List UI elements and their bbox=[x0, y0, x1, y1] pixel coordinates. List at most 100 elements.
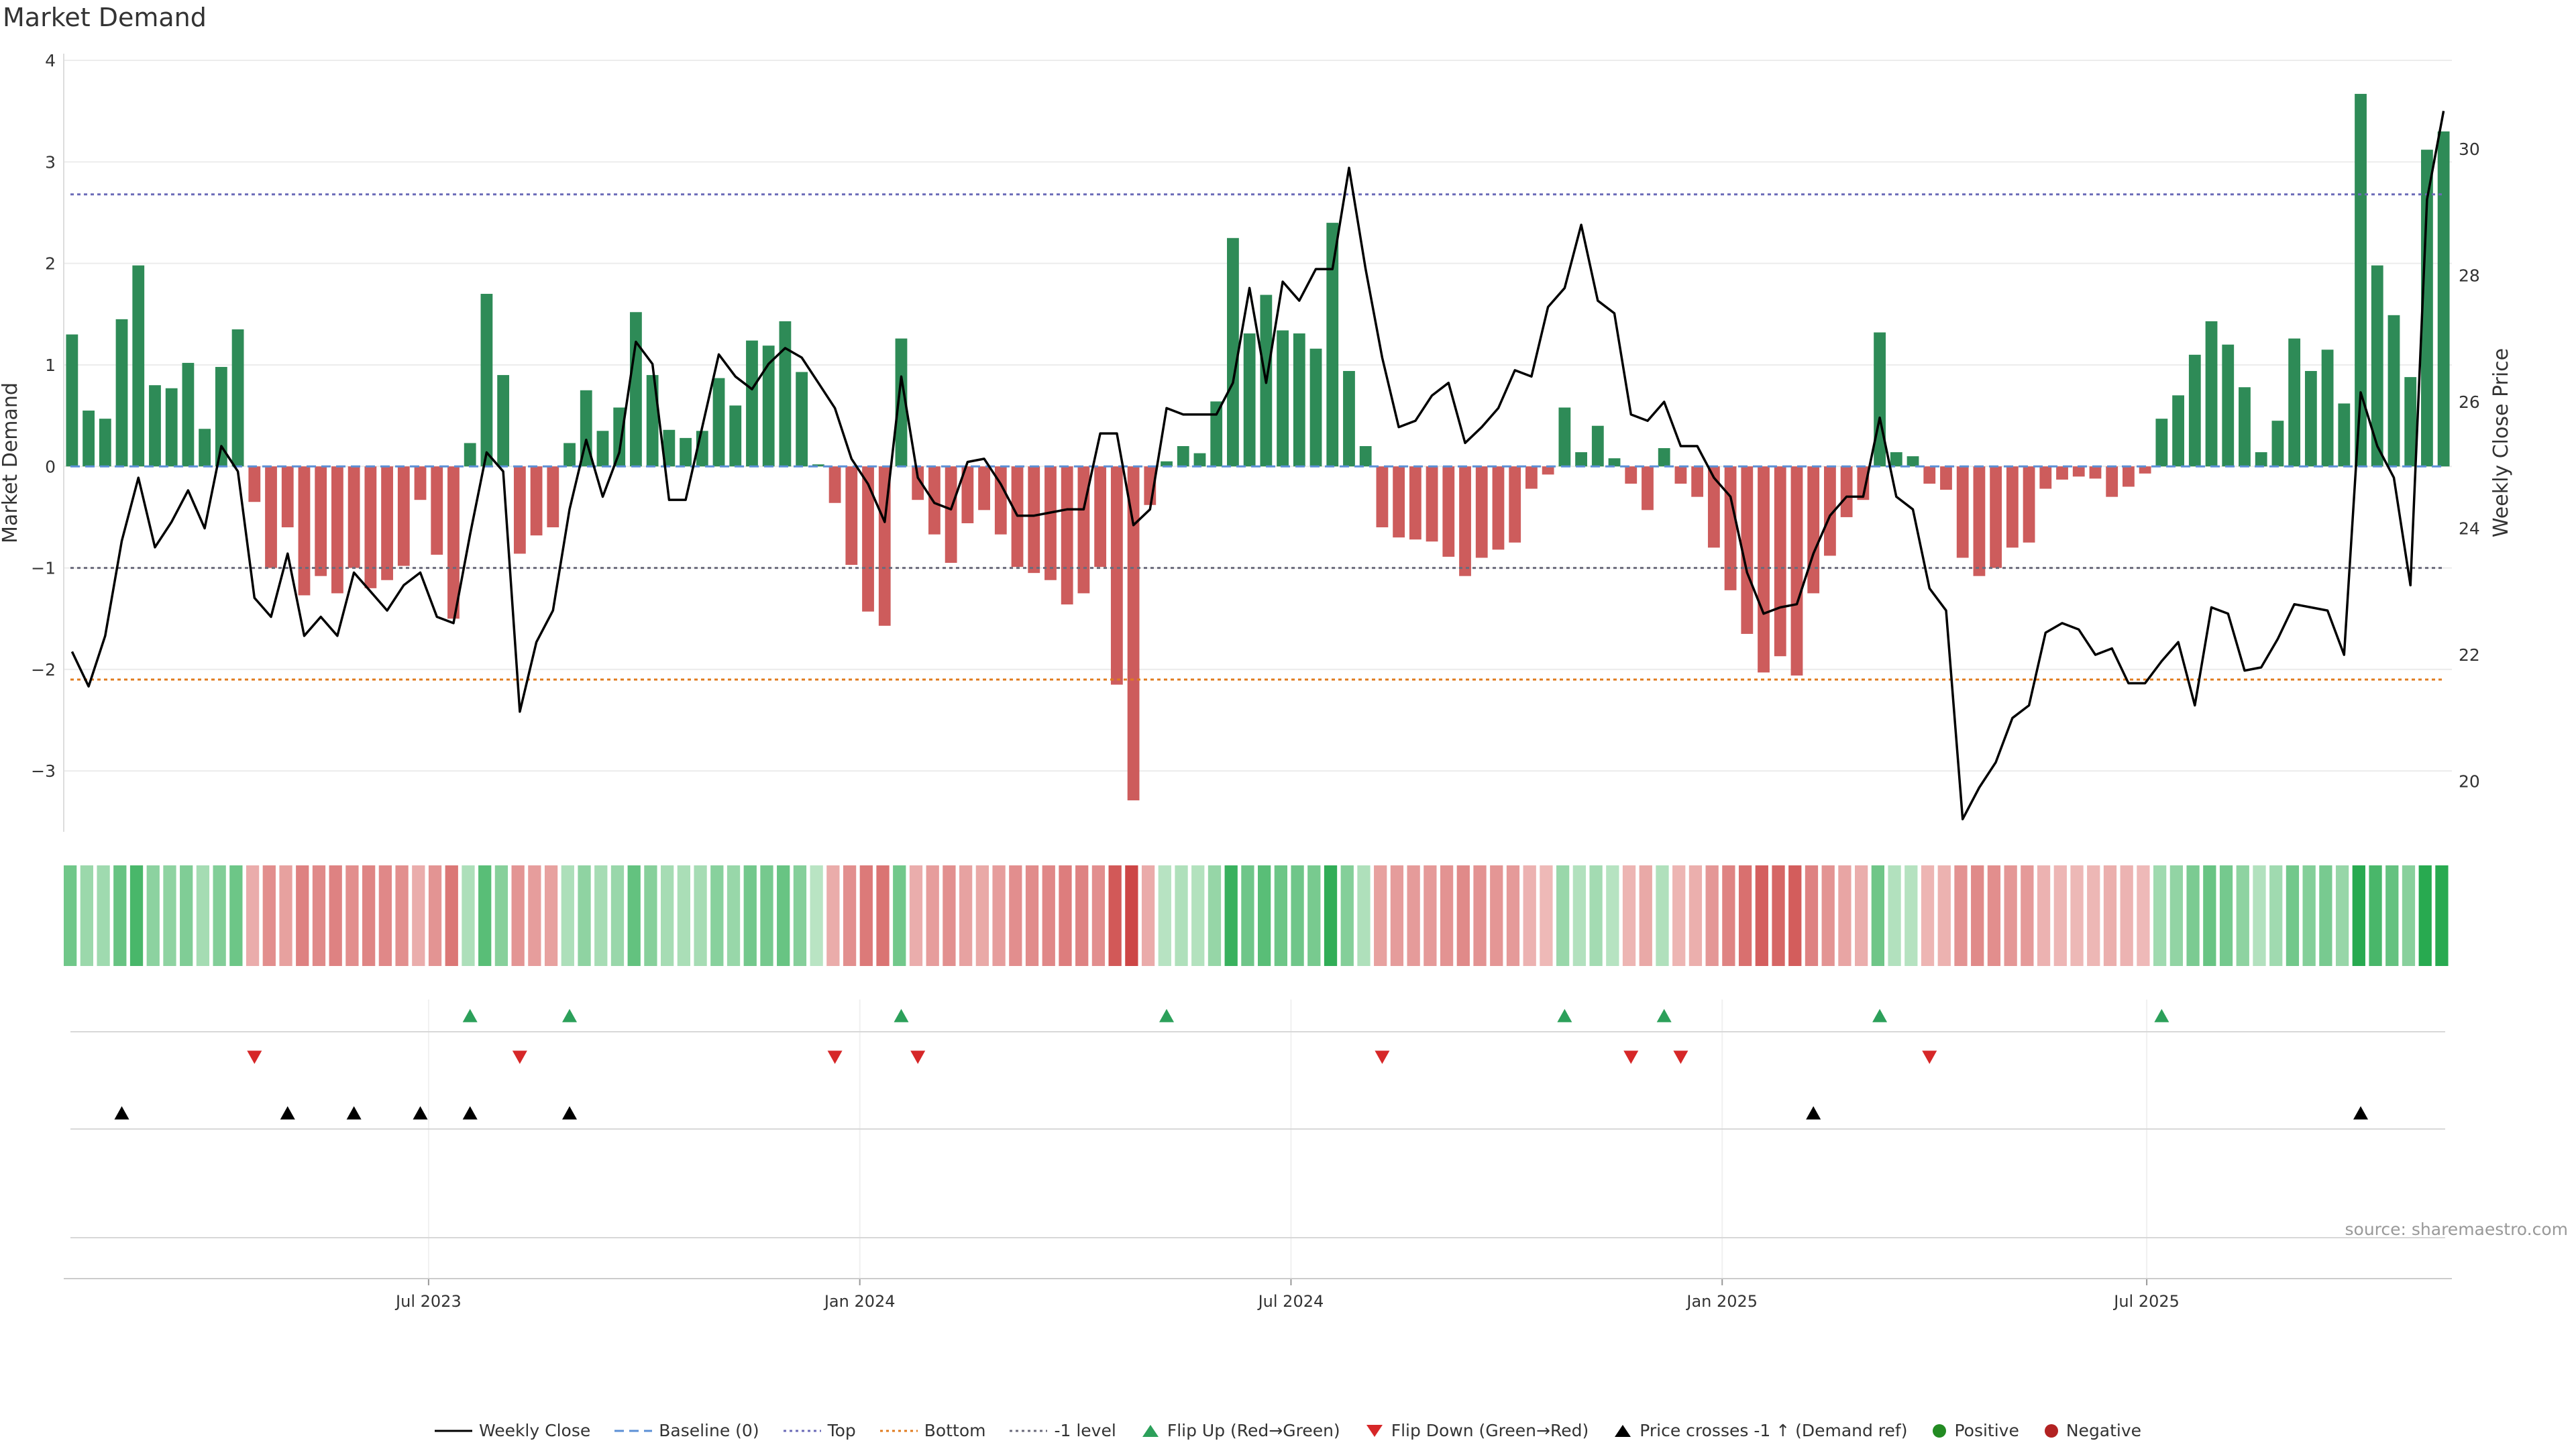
demand-bar bbox=[364, 466, 377, 588]
y-axis-label-left: Market Demand bbox=[0, 382, 22, 543]
price-cross-marker bbox=[280, 1106, 295, 1120]
flip-down-marker bbox=[827, 1051, 843, 1064]
price-cross-marker bbox=[462, 1106, 478, 1120]
demand-bar bbox=[2421, 150, 2433, 467]
flip-up-marker bbox=[1656, 1009, 1672, 1022]
heat-cell bbox=[1705, 865, 1719, 966]
heat-cell bbox=[2402, 865, 2416, 966]
demand-bar bbox=[1110, 466, 1123, 685]
heat-cell bbox=[2153, 865, 2167, 966]
y-tick-label-right: 26 bbox=[2459, 392, 2480, 412]
demand-bar bbox=[497, 375, 510, 467]
heat-cell bbox=[1407, 865, 1420, 966]
flip-up-marker bbox=[562, 1009, 578, 1022]
demand-bar bbox=[2188, 354, 2201, 467]
flip-down-marker bbox=[1673, 1051, 1688, 1064]
demand-bar bbox=[1890, 452, 1902, 467]
demand-bar bbox=[1227, 237, 1239, 467]
demand-bar bbox=[2387, 315, 2400, 467]
demand-bar bbox=[1774, 466, 1786, 657]
heat-cell bbox=[893, 865, 906, 966]
heat-cell bbox=[2169, 865, 2184, 966]
heat-cell bbox=[992, 865, 1006, 966]
demand-bar bbox=[1475, 466, 1488, 558]
demand-bar bbox=[414, 466, 427, 500]
heat-cell bbox=[279, 865, 292, 966]
demand-bar bbox=[828, 466, 841, 503]
demand-bar bbox=[1558, 407, 1571, 467]
heat-cell bbox=[2335, 865, 2349, 966]
demand-bar bbox=[1907, 456, 1919, 467]
flip-down-marker bbox=[1623, 1051, 1639, 1064]
heat-cell bbox=[1424, 865, 1437, 966]
x-tick-label: Jul 2024 bbox=[1257, 1292, 1324, 1311]
demand-bar bbox=[2271, 421, 2284, 467]
heat-cell bbox=[2236, 865, 2249, 966]
heat-cell bbox=[2269, 865, 2283, 966]
heat-cell bbox=[1904, 865, 1918, 966]
heat-cell bbox=[445, 865, 458, 966]
flip-up-marker bbox=[2154, 1009, 2169, 1022]
demand-bar bbox=[1857, 466, 1870, 500]
demand-bar bbox=[2321, 350, 2334, 467]
heat-cell bbox=[793, 865, 807, 966]
heat-cell bbox=[1987, 865, 2001, 966]
demand-bar bbox=[1343, 371, 1355, 467]
heat-cell bbox=[1208, 865, 1222, 966]
legend-label: Flip Down (Green→Red) bbox=[1391, 1421, 1589, 1440]
demand-bar bbox=[248, 466, 261, 502]
heat-cell bbox=[677, 865, 691, 966]
flip-up-marker bbox=[1557, 1009, 1572, 1022]
heat-cell bbox=[1954, 865, 1968, 966]
demand-bar bbox=[663, 429, 676, 467]
y-axis-label-right: Weekly Close Price bbox=[2489, 348, 2513, 537]
demand-bar bbox=[2304, 371, 2317, 467]
heat-cell bbox=[196, 865, 210, 966]
heat-cell bbox=[909, 865, 923, 966]
heat-cell bbox=[1888, 865, 1901, 966]
demand-bar bbox=[2089, 466, 2102, 479]
demand-bar bbox=[298, 466, 311, 596]
demand-bar bbox=[513, 466, 526, 554]
heat-cell bbox=[1025, 865, 1039, 966]
heat-cell bbox=[1672, 865, 1686, 966]
heat-cell bbox=[777, 865, 790, 966]
demand-bar bbox=[1044, 466, 1057, 580]
heat-cell bbox=[2286, 865, 2300, 966]
heat-cell bbox=[1042, 865, 1055, 966]
demand-bar bbox=[1177, 446, 1189, 467]
heat-cell bbox=[2319, 865, 2332, 966]
demand-bar bbox=[1243, 333, 1256, 467]
heat-cell bbox=[1456, 865, 1470, 966]
heat-cell bbox=[2219, 865, 2233, 966]
heat-cell bbox=[378, 865, 392, 966]
demand-bar bbox=[132, 265, 145, 467]
x-tick-label: Jul 2023 bbox=[394, 1292, 462, 1311]
demand-bar bbox=[812, 464, 824, 467]
heat-cell bbox=[1357, 865, 1371, 966]
demand-bar bbox=[1409, 466, 1421, 540]
heat-cell bbox=[1921, 865, 1935, 966]
heat-cell bbox=[2021, 865, 2034, 966]
demand-bar bbox=[2371, 265, 2383, 467]
heat-cell bbox=[2302, 865, 2316, 966]
heat-cell bbox=[1821, 865, 1835, 966]
heat-cell bbox=[2369, 865, 2382, 966]
demand-bar bbox=[1161, 461, 1173, 467]
demand-bar bbox=[2056, 466, 2068, 480]
heat-cell bbox=[1656, 865, 1669, 966]
demand-bar bbox=[2205, 321, 2218, 467]
demand-bar bbox=[1309, 348, 1322, 467]
demand-bar bbox=[2006, 466, 2019, 548]
legend-label: Flip Up (Red→Green) bbox=[1167, 1421, 1340, 1440]
heat-cell bbox=[1075, 865, 1089, 966]
demand-bar bbox=[381, 466, 393, 580]
demand-bar bbox=[2039, 466, 2052, 489]
x-tick-label: Jan 2025 bbox=[1685, 1292, 1758, 1311]
heat-cell bbox=[1523, 865, 1536, 966]
heat-cell bbox=[810, 865, 823, 966]
heat-cell bbox=[1606, 865, 1619, 966]
heat-cell bbox=[1540, 865, 1553, 966]
demand-bar bbox=[1442, 466, 1455, 557]
heat-cell bbox=[1855, 865, 1868, 966]
